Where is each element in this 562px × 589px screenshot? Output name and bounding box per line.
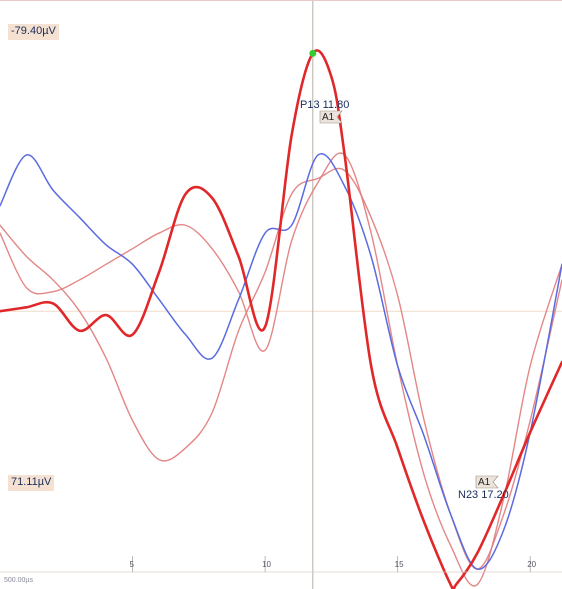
- peak-tag-p13[interactable]: A1: [322, 112, 335, 123]
- peak-label-n23: N23 17.20: [458, 489, 509, 501]
- peak-tag-n23[interactable]: A1: [478, 477, 491, 488]
- timebase-label: 500.00µs: [4, 577, 33, 584]
- peak-label-p13: P13 11.80: [300, 99, 350, 111]
- top-scale-label: -79.40µV: [8, 24, 59, 40]
- peak-marker-p13[interactable]: [309, 49, 317, 57]
- x-tick-label-15: 15: [395, 560, 404, 569]
- x-tick-label-20: 20: [527, 560, 536, 569]
- trace-bold-0: [0, 49, 562, 589]
- trace-light-2: [0, 152, 562, 587]
- peak-flag-n23: [475, 475, 499, 489]
- peak-flag-p13: [319, 110, 343, 124]
- x-tick-label-10: 10: [262, 560, 271, 569]
- bottom-scale-label: 71.11µV: [8, 475, 55, 491]
- trace-blue-1: [0, 152, 562, 570]
- x-tick-label-5: 5: [130, 560, 135, 569]
